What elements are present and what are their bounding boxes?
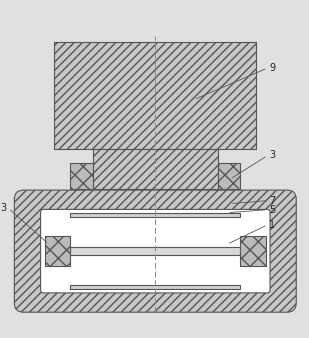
Bar [93, 149, 218, 189]
Bar [70, 285, 240, 289]
Text: 7: 7 [269, 196, 275, 206]
Bar [53, 42, 256, 149]
Bar [240, 236, 266, 266]
Bar [70, 163, 93, 189]
Text: 1: 1 [269, 220, 275, 230]
FancyBboxPatch shape [14, 190, 296, 312]
Bar [70, 213, 240, 217]
FancyBboxPatch shape [40, 210, 270, 293]
Text: 9: 9 [269, 63, 275, 73]
Bar [218, 163, 240, 189]
Text: 5: 5 [269, 205, 275, 215]
Text: 3: 3 [269, 150, 275, 161]
Bar [44, 236, 70, 266]
Bar [70, 247, 240, 256]
Text: 3: 3 [1, 203, 7, 213]
Bar [43, 212, 268, 290]
